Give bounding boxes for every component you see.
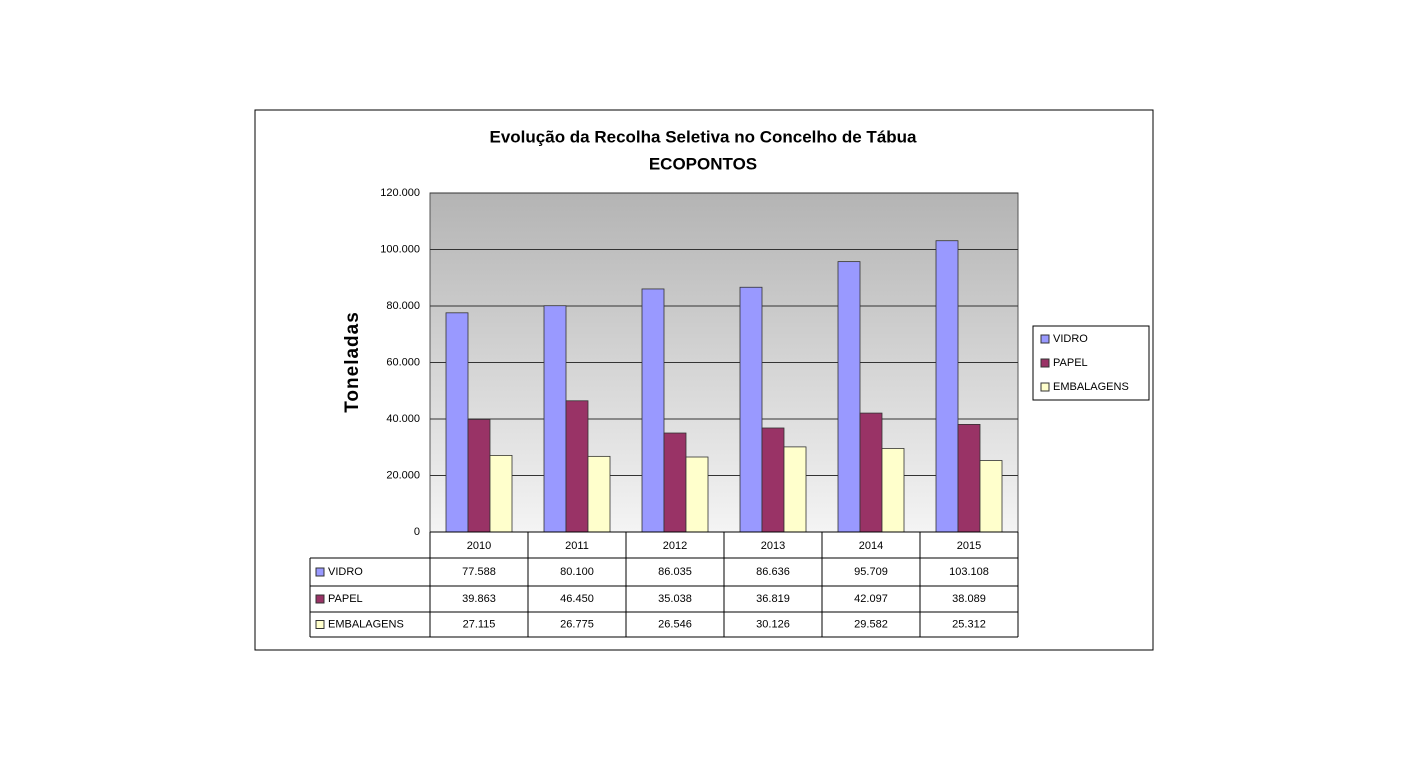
x-tick-label: 2012 bbox=[663, 540, 687, 552]
bar bbox=[467, 418, 491, 533]
bar bbox=[663, 432, 687, 533]
chart-subtitle: ECOPONTOS bbox=[649, 154, 757, 173]
y-tick-label: 60.000 bbox=[386, 356, 420, 368]
data-label: 103.108 bbox=[949, 566, 989, 578]
y-tick-label: 20.000 bbox=[386, 469, 420, 481]
y-tick-label: 0 bbox=[414, 526, 420, 538]
legend-swatch bbox=[1040, 382, 1050, 392]
x-tick-label: 2014 bbox=[859, 540, 883, 552]
bar bbox=[739, 286, 763, 533]
y-tick-label: 80.000 bbox=[386, 300, 420, 312]
bar bbox=[587, 455, 611, 533]
legend-label: PAPEL bbox=[1053, 357, 1088, 369]
y-tick-label: 100.000 bbox=[380, 243, 420, 255]
bar bbox=[685, 456, 709, 533]
table-row-label: PAPEL bbox=[328, 593, 363, 605]
table-row-label: VIDRO bbox=[328, 566, 363, 578]
x-tick-label: 2011 bbox=[565, 540, 589, 552]
y-tick-label: 40.000 bbox=[386, 413, 420, 425]
bar bbox=[783, 446, 807, 533]
data-label: 46.450 bbox=[560, 593, 594, 605]
bar bbox=[837, 261, 861, 533]
data-label: 25.312 bbox=[952, 618, 986, 630]
data-label: 36.819 bbox=[756, 593, 790, 605]
x-tick-label: 2010 bbox=[467, 540, 491, 552]
data-label: 30.126 bbox=[756, 618, 790, 630]
bar bbox=[543, 305, 567, 533]
bar bbox=[445, 312, 469, 533]
legend-label: EMBALAGENS bbox=[1053, 381, 1129, 393]
bar bbox=[881, 448, 905, 533]
bar bbox=[489, 455, 513, 533]
legend-label: VIDRO bbox=[1053, 333, 1088, 345]
table-swatch bbox=[315, 567, 325, 577]
bar bbox=[935, 240, 959, 533]
data-label: 39.863 bbox=[462, 593, 496, 605]
legend-swatch bbox=[1040, 334, 1050, 344]
table-swatch bbox=[315, 594, 325, 604]
chart-title: Evolução da Recolha Seletiva no Concelho… bbox=[490, 127, 918, 146]
bar bbox=[979, 460, 1003, 533]
table-swatch bbox=[315, 620, 325, 629]
legend-swatch bbox=[1040, 358, 1050, 368]
y-tick-label: 120.000 bbox=[380, 187, 420, 199]
data-label: 35.038 bbox=[658, 593, 692, 605]
bar bbox=[565, 400, 589, 533]
data-label: 86.636 bbox=[756, 566, 790, 578]
bar bbox=[641, 288, 665, 533]
bar bbox=[859, 412, 883, 533]
y-axis-label: Toneladas bbox=[342, 311, 363, 413]
data-label: 77.588 bbox=[462, 566, 496, 578]
data-label: 27.115 bbox=[463, 618, 496, 630]
bar bbox=[957, 423, 981, 533]
data-label: 26.775 bbox=[560, 618, 594, 630]
x-tick-label: 2015 bbox=[957, 540, 981, 552]
table-row-label: EMBALAGENS bbox=[328, 618, 404, 630]
data-label: 80.100 bbox=[560, 566, 594, 578]
data-label: 29.582 bbox=[854, 618, 888, 630]
data-label: 38.089 bbox=[952, 593, 986, 605]
data-label: 86.035 bbox=[658, 566, 692, 578]
bar bbox=[761, 427, 785, 533]
data-label: 42.097 bbox=[854, 593, 888, 605]
data-label: 95.709 bbox=[854, 566, 888, 578]
x-tick-label: 2013 bbox=[761, 540, 785, 552]
legend bbox=[1032, 325, 1150, 401]
data-label: 26.546 bbox=[658, 618, 692, 630]
